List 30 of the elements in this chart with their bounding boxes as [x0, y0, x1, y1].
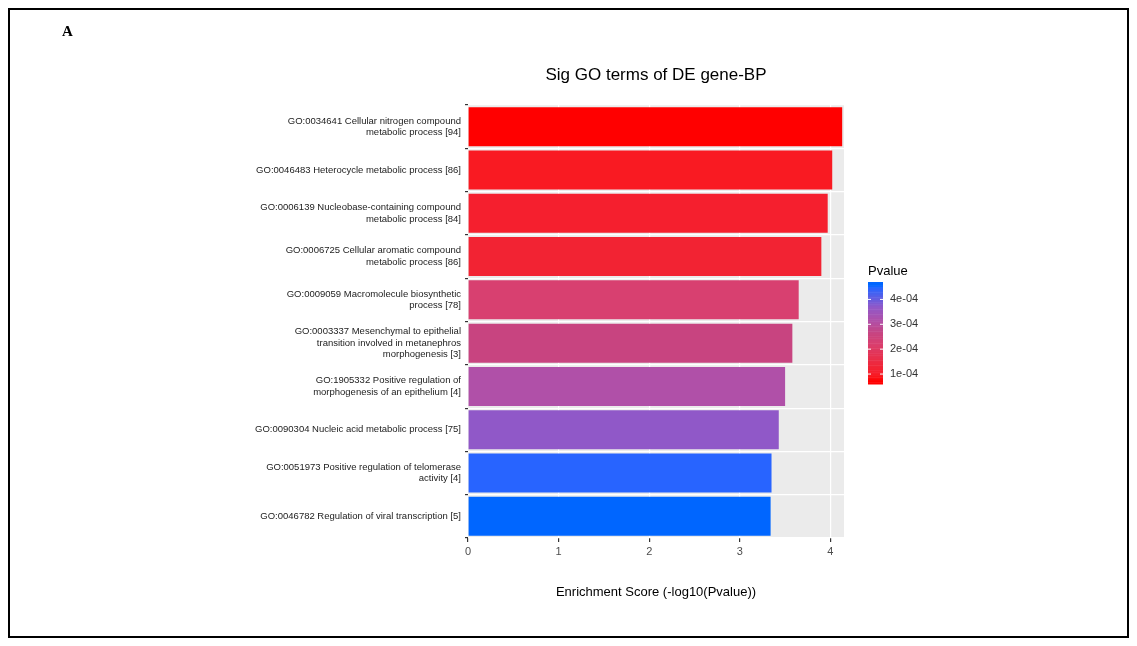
bar: [468, 237, 822, 277]
chart-title: Sig GO terms of DE gene-BP: [545, 64, 767, 84]
bar: [468, 453, 772, 493]
color-bar-title: Pvalue: [868, 263, 908, 278]
y-tick-label: GO:1905332 Positive regulation of morphogenesis of an epithelium [4]: [313, 374, 462, 397]
color-bar-label: 4e-04: [890, 292, 919, 305]
x-tick-label: 0: [464, 544, 472, 557]
x-tick-label: 2: [646, 544, 653, 557]
text: A: [62, 22, 73, 39]
y-tick-label: GO:0090304 Nucleic acid metabolic process [75]: [255, 423, 461, 435]
x-tick-label: 1: [555, 544, 562, 557]
bar: [468, 150, 833, 190]
y-tick-label: GO:0051973 Positive regulation of telomerase activity [4]: [266, 460, 461, 484]
bar: [468, 366, 786, 406]
bar: [468, 410, 779, 450]
y-tick-label: GO:0046782 Regulation of viral transcription [5]: [260, 509, 461, 521]
x-axis-title: Enrichment Score (-log10(Pvalue)): [555, 583, 757, 599]
y-tick-label: GO:0006725 Cellular aromatic compound metabolic process [86]: [285, 244, 461, 267]
bar: [468, 280, 799, 320]
x-tick-label: 4: [827, 544, 834, 557]
y-tick-label: GO:0003337 Mesenchymal to epithelial transition involved in metanephros morphogenesis [3]: [294, 325, 462, 360]
bar: [468, 496, 771, 536]
bar: [468, 107, 843, 147]
bar: [468, 323, 793, 363]
y-tick-label: GO:0006139 Nucleobase-containing compound metabolic process [84]: [260, 201, 461, 224]
y-tick-label: GO:0009059 Macromolecule biosynthetic process [78]: [286, 287, 462, 311]
y-tick-label: GO:0046483 Heterocycle metabolic process [86]: [256, 163, 461, 175]
bar: [468, 193, 828, 233]
x-tick-label: 3: [736, 544, 743, 557]
y-tick-label: GO:0034641 Cellular nitrogen compound metabolic process [94]: [287, 114, 461, 137]
